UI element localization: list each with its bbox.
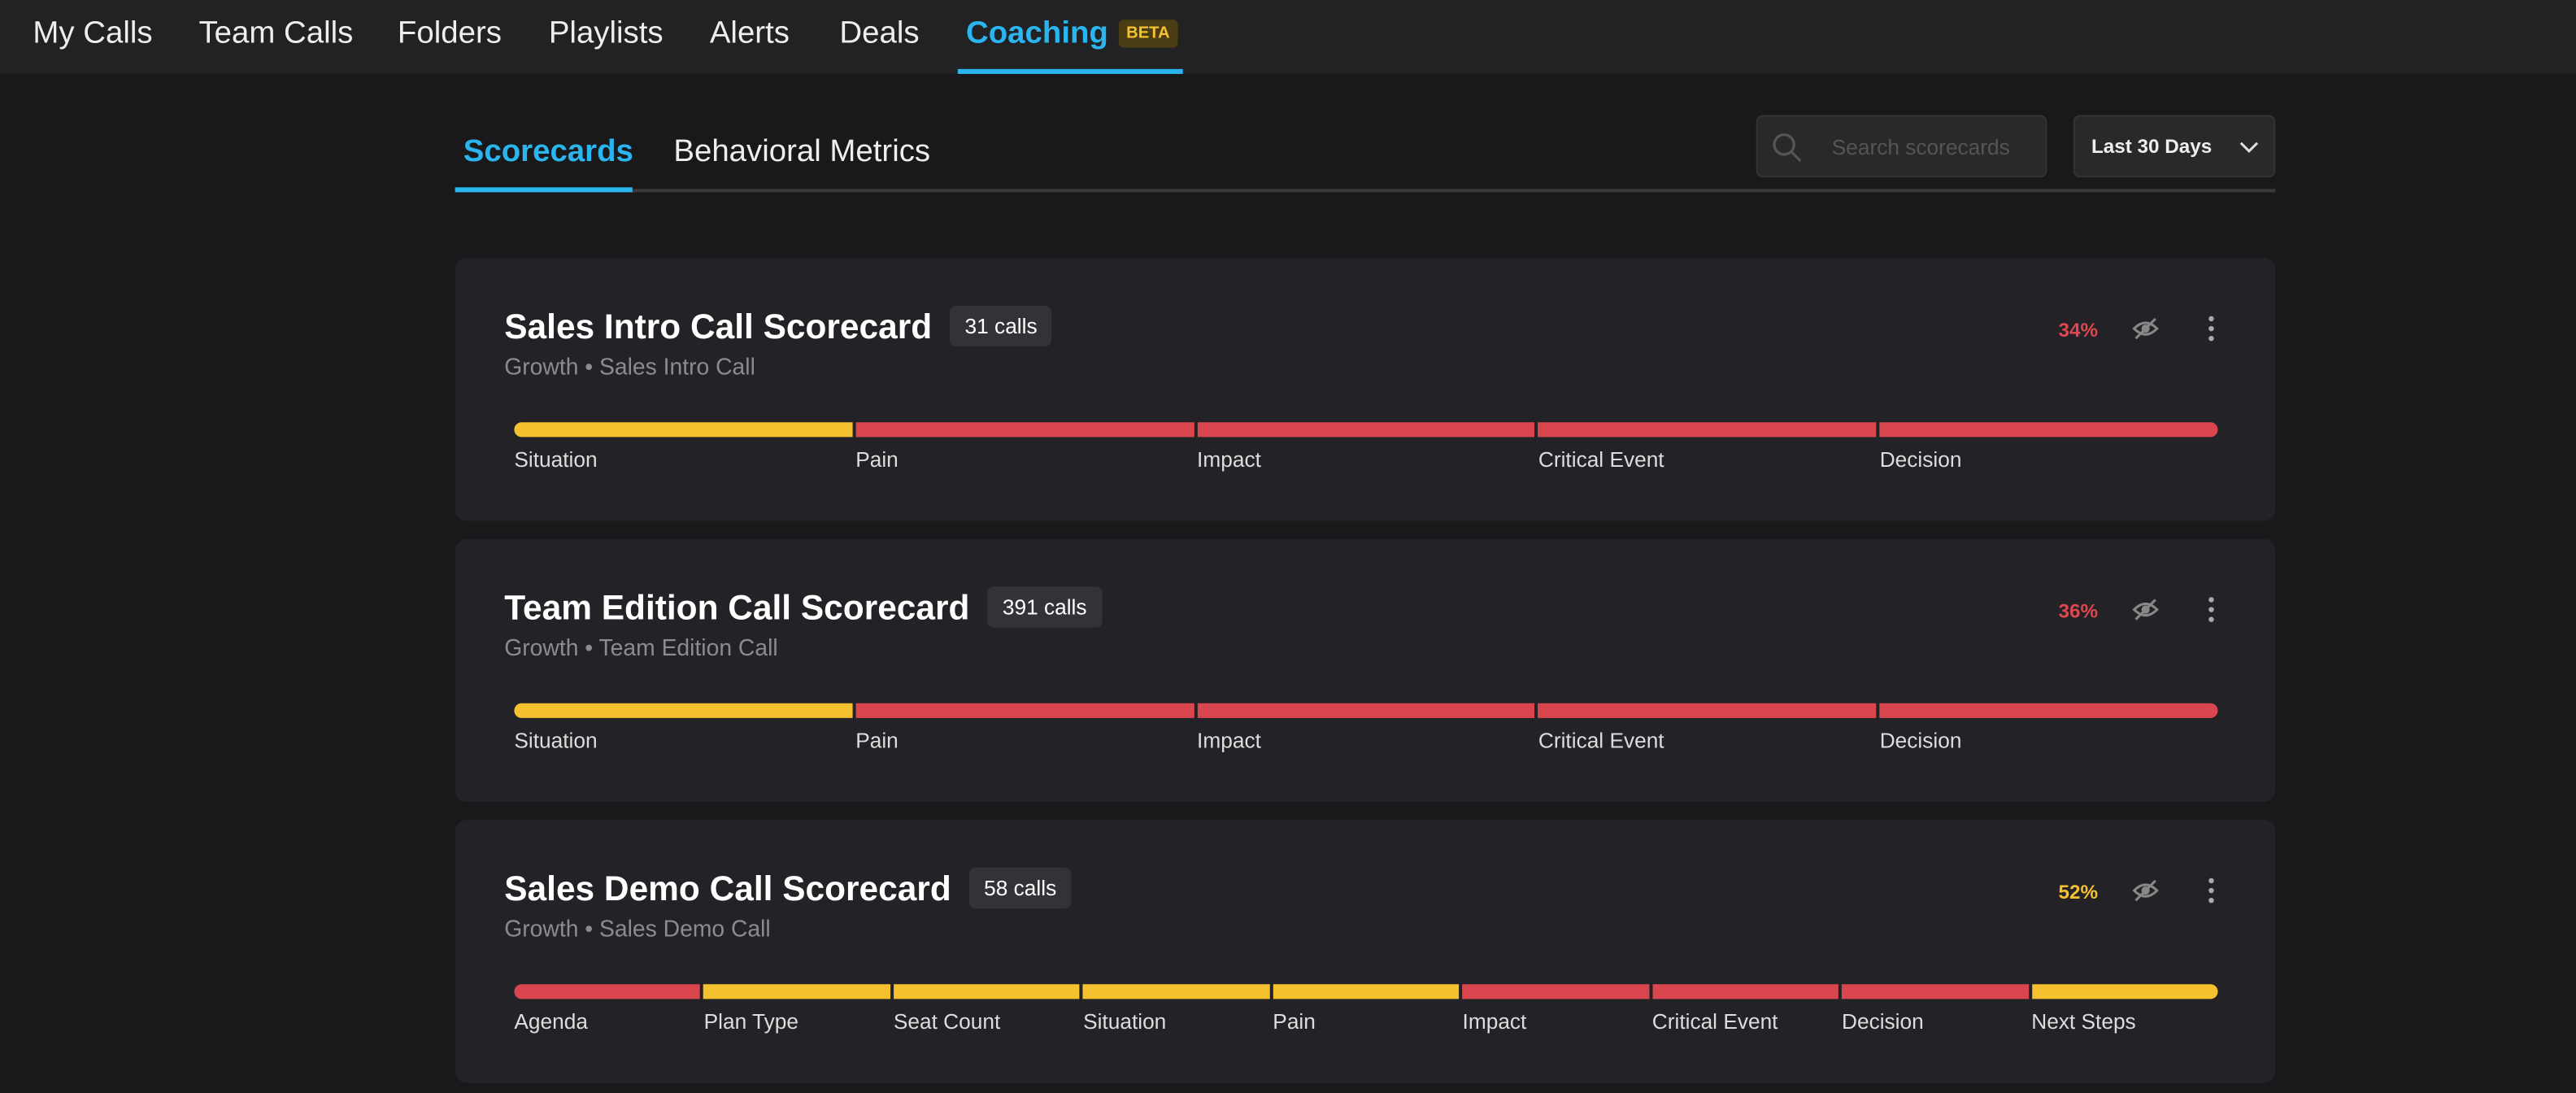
nav-label: Deals bbox=[839, 16, 920, 51]
progress-segment bbox=[1879, 703, 2218, 718]
card-title: Sales Intro Call Scorecard 31 calls bbox=[504, 305, 1052, 349]
card-actions bbox=[2130, 876, 2229, 917]
nav-item[interactable]: My Calls bbox=[33, 16, 152, 52]
segment-label: Impact bbox=[1197, 728, 1261, 753]
nav-label: Alerts bbox=[709, 16, 790, 51]
segment-label: Situation bbox=[514, 728, 598, 753]
action-icons[interactable] bbox=[2130, 594, 2229, 627]
segment-label: Impact bbox=[1462, 1008, 1527, 1034]
score: 34% bbox=[2058, 318, 2099, 342]
title-text: Team Edition Call Scorecard bbox=[504, 590, 970, 628]
progress-bar bbox=[514, 422, 2218, 438]
progress-segment bbox=[514, 984, 701, 999]
calls-badge: 31 calls bbox=[950, 305, 1052, 347]
progress-segment bbox=[1538, 422, 1877, 438]
card-subtitle: Growth • Sales Demo Call bbox=[504, 915, 771, 942]
nav-item[interactable]: Playlists bbox=[549, 16, 664, 52]
nav-underline bbox=[957, 68, 1183, 74]
progress-segment bbox=[893, 984, 1081, 999]
nav-item[interactable]: Team Calls bbox=[198, 16, 353, 52]
segment-label: Critical Event bbox=[1538, 728, 1664, 753]
segment-label: Decision bbox=[1879, 728, 1962, 753]
segment-label: Pain bbox=[855, 446, 899, 472]
segment-label: Agenda bbox=[514, 1008, 588, 1034]
nav-item[interactable]: Alerts bbox=[710, 16, 790, 52]
progress-segment bbox=[855, 703, 1194, 718]
nav-label: Team Calls bbox=[198, 16, 354, 51]
segment-labels: Situation Pain Impact Critical Event Decisio… bbox=[514, 447, 2217, 472]
progress-segment bbox=[2031, 984, 2218, 999]
progress-segment bbox=[514, 703, 853, 718]
segment-label: Situation bbox=[1083, 1008, 1167, 1034]
progress-bar bbox=[514, 984, 2218, 999]
search-icon bbox=[1773, 133, 1802, 163]
tab-underline bbox=[455, 187, 633, 193]
nav-item[interactable]: Coaching BETA bbox=[966, 16, 1178, 52]
progress-segment bbox=[1197, 703, 1535, 718]
progress-segment bbox=[514, 422, 853, 438]
segment-label: Decision bbox=[1879, 446, 1962, 472]
date-dropdown[interactable]: Last 30 Days bbox=[2073, 115, 2276, 178]
segment-label: Pain bbox=[855, 728, 899, 753]
nav-label: Playlists bbox=[548, 16, 664, 51]
tab-divider bbox=[455, 189, 2276, 193]
action-icons[interactable] bbox=[2130, 876, 2229, 908]
nav-label: My Calls bbox=[33, 16, 153, 51]
score: 36% bbox=[2058, 599, 2099, 623]
search-placeholder: Search scorecards bbox=[1831, 134, 2010, 159]
progress-segment bbox=[1841, 984, 2029, 999]
search-box[interactable]: Search scorecards bbox=[1756, 115, 2047, 178]
action-icons[interactable] bbox=[2130, 314, 2229, 346]
card-actions bbox=[2130, 594, 2229, 636]
segment-label: Critical Event bbox=[1538, 446, 1664, 472]
progress-segment bbox=[1879, 422, 2218, 438]
card-title: Team Edition Call Scorecard 391 calls bbox=[504, 586, 1102, 629]
scorecard[interactable]: Team Edition Call Scorecard 391 calls Grow… bbox=[455, 538, 2276, 802]
title-text: Sales Intro Call Scorecard bbox=[504, 308, 933, 347]
scorecard[interactable]: Sales Demo Call Scorecard 58 calls Growth … bbox=[455, 820, 2276, 1083]
chevron bbox=[2239, 142, 2259, 154]
top-nav: My Calls Team Calls Folders Playlists Alerts… bbox=[0, 0, 2576, 74]
title-text: Sales Demo Call Scorecard bbox=[504, 870, 951, 909]
nav-label: Coaching bbox=[965, 16, 1108, 51]
card-actions bbox=[2130, 314, 2229, 355]
segment-label: Decision bbox=[1841, 1008, 1924, 1034]
tab[interactable]: Behavioral Metrics bbox=[673, 134, 931, 170]
progress-segment bbox=[1197, 422, 1535, 438]
segment-label: Impact bbox=[1197, 446, 1261, 472]
progress-segment bbox=[855, 422, 1194, 438]
nav-item[interactable]: Deals bbox=[839, 16, 919, 52]
tab[interactable]: Scorecards bbox=[463, 134, 633, 170]
segment-label: Situation bbox=[514, 446, 598, 472]
beta-badge: BETA bbox=[1118, 20, 1178, 48]
scorecard[interactable]: Sales Intro Call Scorecard 31 calls Growth… bbox=[455, 258, 2276, 521]
progress-segment bbox=[1538, 703, 1877, 718]
segment-label: Next Steps bbox=[2031, 1008, 2136, 1034]
card-subtitle: Growth • Sales Intro Call bbox=[504, 353, 755, 380]
segment-label: Plan Type bbox=[703, 1008, 798, 1034]
segment-label: Pain bbox=[1273, 1008, 1316, 1034]
progress-segment bbox=[1273, 984, 1460, 999]
segment-label: Seat Count bbox=[893, 1008, 1001, 1034]
progress-segment bbox=[703, 984, 890, 999]
calls-badge: 391 calls bbox=[987, 586, 1102, 628]
calls-badge: 58 calls bbox=[968, 867, 1072, 909]
card-title: Sales Demo Call Scorecard 58 calls bbox=[504, 867, 1072, 911]
progress-segment bbox=[1651, 984, 1838, 999]
progress-segment bbox=[1083, 984, 1270, 999]
segment-label: Critical Event bbox=[1651, 1008, 1778, 1034]
nav-label: Folders bbox=[397, 16, 502, 51]
nav-item[interactable]: Folders bbox=[398, 16, 502, 52]
progress-bar bbox=[514, 703, 2218, 718]
segment-labels: Situation Pain Impact Critical Event Decisio… bbox=[514, 728, 2217, 752]
card-subtitle: Growth • Team Edition Call bbox=[504, 634, 778, 661]
progress-segment bbox=[1462, 984, 1649, 999]
date-label: Last 30 Days bbox=[2091, 134, 2213, 158]
segment-labels: Agenda Plan Type Seat Count Situation Pain Im… bbox=[514, 1009, 2217, 1034]
score: 52% bbox=[2058, 880, 2099, 904]
